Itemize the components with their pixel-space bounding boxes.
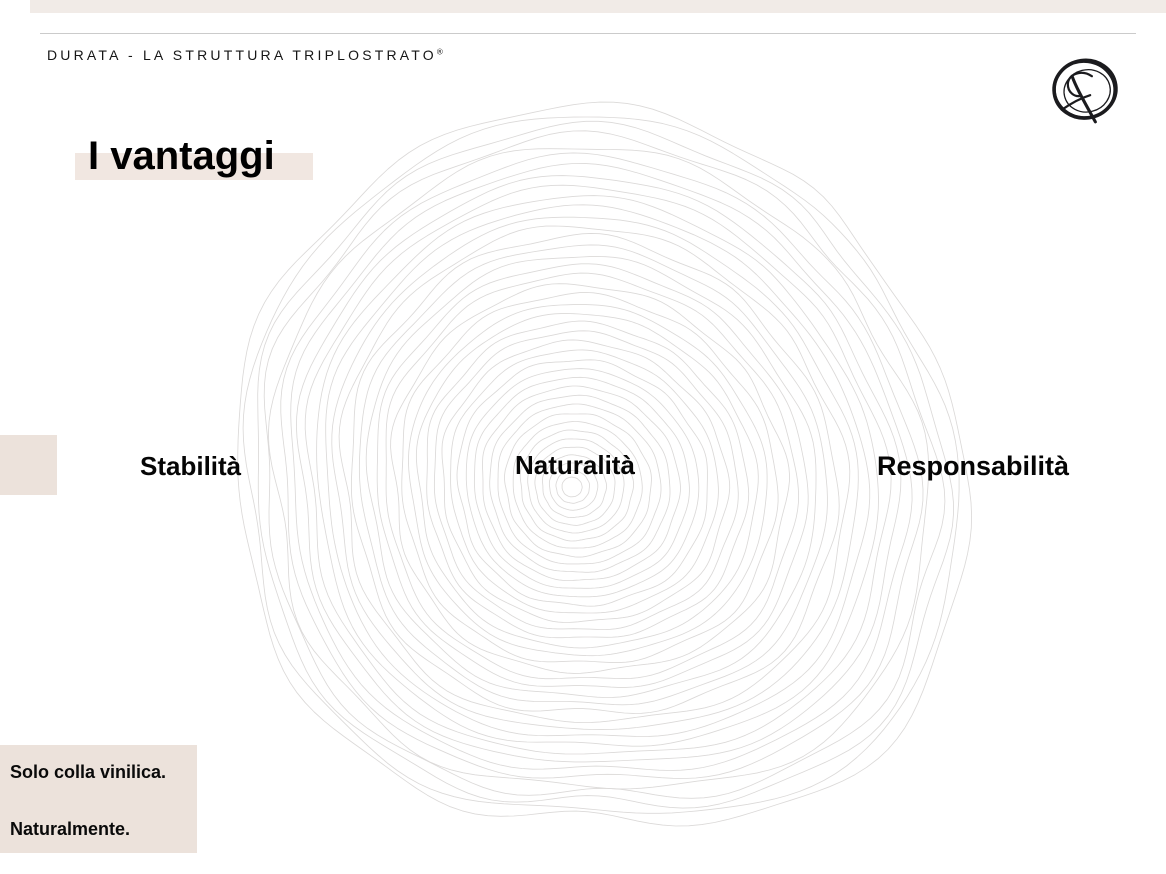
header-kicker: DURATA - LA STRUTTURA TRIPLOSTRATO®	[47, 47, 443, 63]
footer-note-box: Solo colla vinilica. Naturalmente.	[0, 745, 197, 853]
registered-trademark-symbol: ®	[436, 47, 443, 57]
label-stabilita: Stabilità	[140, 451, 242, 481]
brand-logo-svg	[1052, 58, 1118, 124]
header-divider	[40, 33, 1136, 34]
brand-logo-icon	[1040, 47, 1130, 133]
label-naturalita: Naturalità	[515, 450, 635, 480]
footer-line-1: Solo colla vinilica.	[10, 762, 167, 782]
left-accent-square	[0, 435, 57, 495]
top-accent-bar	[30, 0, 1166, 13]
header-kicker-text: DURATA - LA STRUTTURA TRIPLOSTRATO	[47, 47, 437, 63]
footer-line-2: Naturalmente.	[10, 819, 131, 839]
label-responsabilita: Responsabilità	[877, 451, 1070, 481]
page-title: I vantaggi	[88, 134, 275, 178]
